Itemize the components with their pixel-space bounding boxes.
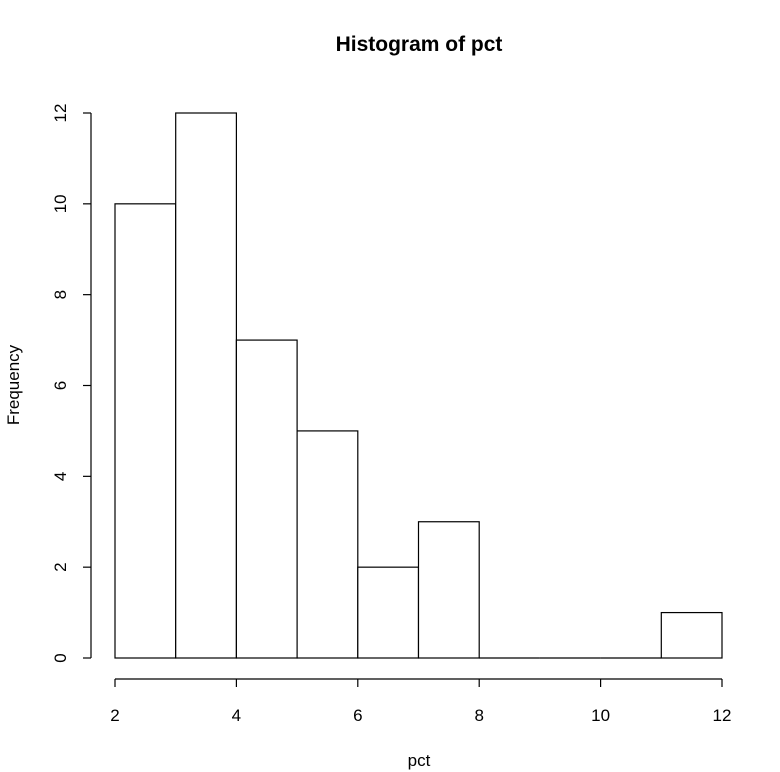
- x-tick-label-0: 2: [110, 706, 119, 725]
- y-tick-label-1: 2: [51, 562, 70, 571]
- bars-group: [114, 112, 723, 659]
- x-tick-label-1: 4: [232, 706, 241, 725]
- y-tick-label-4: 8: [51, 290, 70, 299]
- y-axis-label: Frequency: [4, 344, 23, 425]
- histogram-bar-0: [114, 203, 177, 659]
- chart-title: Histogram of pct: [336, 33, 503, 56]
- y-axis: 0 2 4 6 8 10 12: [51, 104, 92, 663]
- histogram-bar-4: [357, 566, 420, 659]
- histogram-bar-5: [417, 521, 480, 659]
- histogram-bar-9: [660, 611, 723, 659]
- histogram-bar-2: [235, 339, 298, 659]
- x-axis: 2 4 6 8 10 12: [110, 678, 732, 725]
- histogram-bar-1: [175, 112, 237, 659]
- y-tick-label-5: 10: [51, 194, 70, 213]
- x-tick-label-4: 10: [591, 706, 610, 725]
- x-tick-label-3: 8: [474, 706, 483, 725]
- y-tick-label-3: 6: [51, 381, 70, 390]
- histogram-bar-3: [296, 430, 359, 659]
- y-tick-label-0: 0: [51, 653, 70, 662]
- x-tick-label-2: 6: [353, 706, 362, 725]
- y-tick-label-6: 12: [51, 104, 70, 123]
- x-axis-label: pct: [408, 751, 431, 770]
- y-tick-label-2: 4: [51, 472, 70, 481]
- x-tick-label-5: 12: [713, 706, 732, 725]
